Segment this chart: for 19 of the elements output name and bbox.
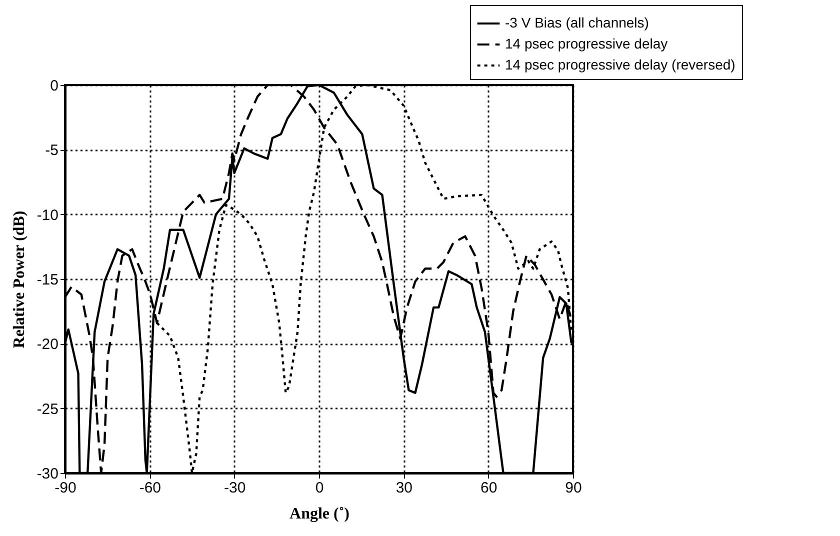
legend-label: 14 psec progressive delay (reversed) <box>505 56 736 72</box>
x-tick-label: 30 <box>396 480 413 496</box>
y-tick-label: -30 <box>36 466 58 482</box>
legend-label: 14 psec progressive delay <box>505 36 668 52</box>
y-tick-label: -5 <box>45 142 58 160</box>
y-tick-label: -15 <box>36 272 58 288</box>
x-axis-title: Angle (˚) <box>290 506 350 522</box>
x-tick-label: 60 <box>480 480 498 496</box>
y-tick-label: -25 <box>36 400 58 418</box>
y-tick-label: -10 <box>36 206 58 224</box>
legend-label: -3 V Bias (all channels) <box>505 14 649 30</box>
y-axis-title: Relative Power (dB) <box>10 210 28 348</box>
x-tick-label: -90 <box>54 480 76 496</box>
y-tick-label: -20 <box>36 336 58 354</box>
x-tick-label: -30 <box>224 480 246 496</box>
y-tick-label: 0 <box>50 78 58 94</box>
x-tick-label: 90 <box>565 480 582 496</box>
x-tick-label: -60 <box>139 480 162 496</box>
x-tick-label: 0 <box>315 480 324 496</box>
